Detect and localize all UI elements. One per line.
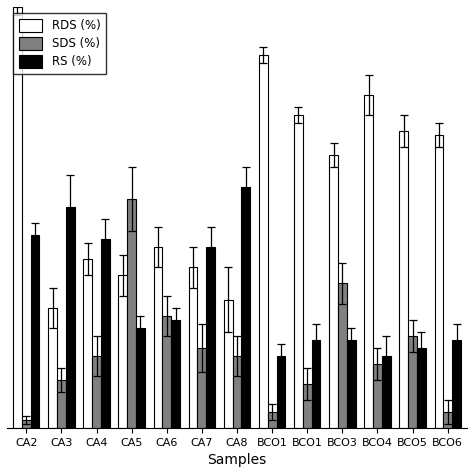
Bar	[136, 328, 145, 428]
Bar	[101, 239, 109, 428]
Legend: RDS (%), SDS (%), RS (%): RDS (%), SDS (%), RS (%)	[13, 13, 107, 74]
Bar	[57, 380, 66, 428]
Bar	[48, 308, 57, 428]
Bar	[22, 420, 31, 428]
Bar	[400, 131, 408, 428]
Bar	[408, 336, 417, 428]
Bar	[435, 135, 443, 428]
Bar	[311, 339, 320, 428]
Bar	[276, 356, 285, 428]
Bar	[118, 275, 127, 428]
Bar	[31, 236, 39, 428]
Bar	[83, 259, 92, 428]
Bar	[373, 364, 382, 428]
Bar	[294, 115, 303, 428]
Bar	[163, 316, 171, 428]
Bar	[154, 247, 163, 428]
Bar	[189, 267, 198, 428]
Bar	[417, 347, 426, 428]
Bar	[171, 319, 180, 428]
Bar	[347, 339, 356, 428]
Bar	[241, 187, 250, 428]
Bar	[268, 412, 276, 428]
Bar	[13, 7, 22, 428]
Bar	[259, 55, 268, 428]
X-axis label: Samples: Samples	[207, 453, 266, 467]
Bar	[233, 356, 241, 428]
Bar	[365, 95, 373, 428]
Bar	[329, 155, 338, 428]
Bar	[452, 339, 461, 428]
Bar	[443, 412, 452, 428]
Bar	[338, 283, 347, 428]
Bar	[198, 347, 206, 428]
Bar	[127, 200, 136, 428]
Bar	[206, 247, 215, 428]
Bar	[224, 300, 233, 428]
Bar	[303, 383, 311, 428]
Bar	[66, 207, 74, 428]
Bar	[382, 356, 391, 428]
Bar	[92, 356, 101, 428]
